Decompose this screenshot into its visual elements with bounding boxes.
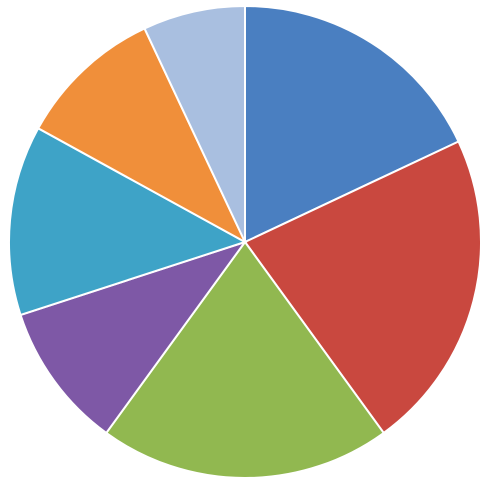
pie-slice-7: [143, 4, 246, 243]
pie-slice-4: [19, 240, 248, 435]
pie-slice-3: [104, 240, 386, 480]
pie-slice-2: [243, 140, 482, 435]
pie-slice-5: [8, 126, 248, 317]
pie-slices: [8, 4, 482, 480]
pie-slice-6: [36, 27, 248, 245]
pie-slice-1: [244, 4, 460, 244]
